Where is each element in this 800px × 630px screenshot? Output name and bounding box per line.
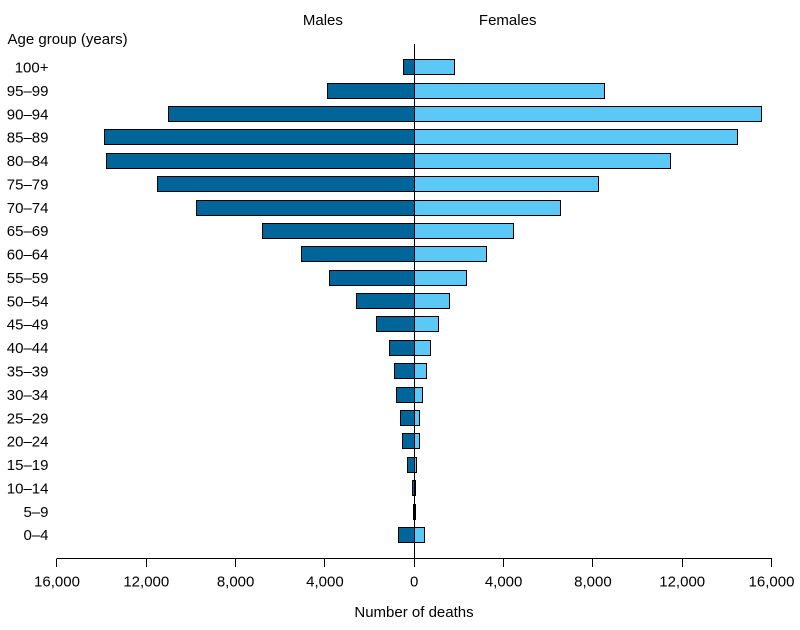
svg-text:85–89: 85–89: [7, 130, 49, 147]
svg-text:60–64: 60–64: [7, 247, 49, 264]
svg-text:16,000: 16,000: [749, 574, 795, 591]
svg-text:50–54: 50–54: [7, 293, 49, 310]
svg-text:95–99: 95–99: [7, 83, 49, 100]
svg-text:8,000: 8,000: [574, 574, 612, 591]
svg-text:12,000: 12,000: [123, 574, 169, 591]
svg-text:55–59: 55–59: [7, 270, 49, 287]
svg-text:Number of deaths: Number of deaths: [354, 604, 473, 621]
svg-text:90–94: 90–94: [7, 106, 49, 123]
svg-text:80–84: 80–84: [7, 153, 49, 170]
svg-text:Age group (years): Age group (years): [8, 31, 128, 48]
svg-text:4,000: 4,000: [306, 574, 344, 591]
svg-text:65–69: 65–69: [7, 223, 49, 240]
svg-text:35–39: 35–39: [7, 364, 49, 381]
svg-text:40–44: 40–44: [7, 340, 49, 357]
svg-text:0–4: 0–4: [23, 527, 48, 544]
svg-text:75–79: 75–79: [7, 176, 49, 193]
svg-text:12,000: 12,000: [659, 574, 705, 591]
svg-text:16,000: 16,000: [34, 574, 80, 591]
svg-text:15–19: 15–19: [7, 457, 49, 474]
svg-text:20–24: 20–24: [7, 434, 49, 451]
svg-text:8,000: 8,000: [217, 574, 255, 591]
svg-text:4,000: 4,000: [485, 574, 523, 591]
svg-text:100+: 100+: [15, 60, 49, 77]
svg-text:5–9: 5–9: [23, 504, 48, 521]
svg-text:30–34: 30–34: [7, 387, 49, 404]
svg-text:25–29: 25–29: [7, 410, 49, 427]
svg-text:45–49: 45–49: [7, 317, 49, 334]
svg-text:10–14: 10–14: [7, 480, 49, 497]
svg-text:70–74: 70–74: [7, 200, 49, 217]
svg-text:Males: Males: [303, 12, 343, 29]
svg-text:Females: Females: [479, 12, 537, 29]
svg-text:0: 0: [410, 574, 418, 591]
